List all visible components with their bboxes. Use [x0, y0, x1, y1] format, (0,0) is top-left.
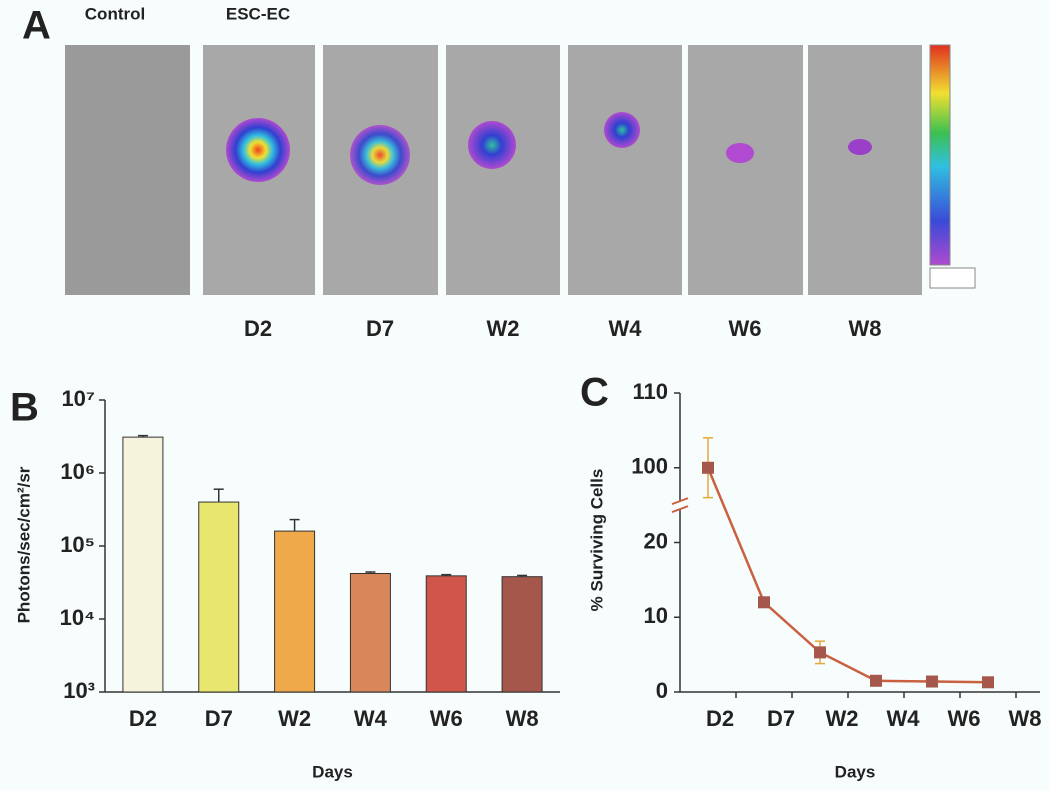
- y-tick-label: 10⁶: [60, 459, 95, 484]
- mouse-image: [65, 45, 190, 295]
- mouse-image: [446, 45, 560, 295]
- marker: [702, 461, 714, 474]
- timepoint-label: W4: [609, 316, 643, 341]
- y-tick-label: 0: [656, 678, 668, 703]
- bar: [274, 530, 316, 693]
- axis-break: [671, 505, 689, 514]
- panel-letter: B: [10, 386, 39, 430]
- timepoint-label: D2: [244, 316, 272, 341]
- x-tick-label: W4: [354, 706, 388, 731]
- marker: [926, 675, 938, 688]
- x-tick-label: D7: [205, 706, 233, 731]
- x-tick-label: W8: [1009, 706, 1042, 731]
- y-tick-label: 110: [633, 379, 669, 404]
- x-tick-label: D7: [767, 706, 795, 731]
- y-tick-label: 100: [631, 454, 668, 479]
- y-axis-label: % Surviving Cells: [587, 469, 606, 612]
- signal: [350, 125, 410, 185]
- signal: [604, 112, 640, 148]
- x-tick-label: D2: [706, 706, 734, 731]
- x-tick-label: D2: [129, 706, 157, 731]
- panel-letter: A: [22, 4, 51, 48]
- group-label: ESC-EC: [226, 4, 290, 23]
- y-tick-label: 10: [644, 603, 668, 628]
- bar: [198, 501, 240, 693]
- y-tick-label: 10⁷: [61, 386, 95, 411]
- x-tick-label: W6: [948, 706, 981, 731]
- y-axis-label: Photons/sec/cm²/sr: [14, 466, 33, 623]
- mouse-image: [568, 45, 682, 295]
- marker: [758, 596, 770, 609]
- mouse-image: [688, 45, 803, 295]
- mouse-image: [808, 45, 922, 295]
- bar: [425, 575, 467, 693]
- bar: [501, 576, 543, 693]
- signal: [468, 121, 516, 169]
- x-tick-label: W2: [278, 706, 311, 731]
- panel-letter: C: [580, 371, 609, 415]
- timepoint-label: W8: [849, 316, 882, 341]
- timepoint-label: W6: [729, 316, 762, 341]
- marker: [870, 674, 882, 687]
- y-tick-label: 10⁴: [60, 605, 95, 630]
- marker: [814, 646, 826, 659]
- y-tick-label: 10³: [63, 678, 95, 703]
- x-tick-label: W4: [887, 706, 921, 731]
- bar: [122, 436, 164, 693]
- x-tick-label: W2: [826, 706, 859, 731]
- bar: [349, 573, 391, 693]
- y-tick-label: 10⁵: [60, 532, 95, 557]
- group-label: Control: [85, 4, 145, 23]
- timepoint-label: D7: [366, 316, 394, 341]
- axis-break: [671, 497, 689, 506]
- color-bar: [929, 44, 951, 266]
- y-tick-label: 20: [644, 528, 668, 553]
- signal: [726, 143, 754, 163]
- panel-a: A Control ESC-EC: [22, 4, 976, 295]
- signal: [226, 118, 290, 182]
- marker: [982, 676, 994, 689]
- x-tick-label: W6: [430, 706, 463, 731]
- color-bar-legend: [929, 267, 976, 289]
- x-tick-label: W8: [506, 706, 539, 731]
- x-axis-label: Days: [835, 762, 876, 781]
- timepoint-label: W2: [487, 316, 520, 341]
- data-line: [706, 467, 989, 684]
- x-axis-label: Days: [312, 762, 353, 781]
- signal: [848, 139, 872, 155]
